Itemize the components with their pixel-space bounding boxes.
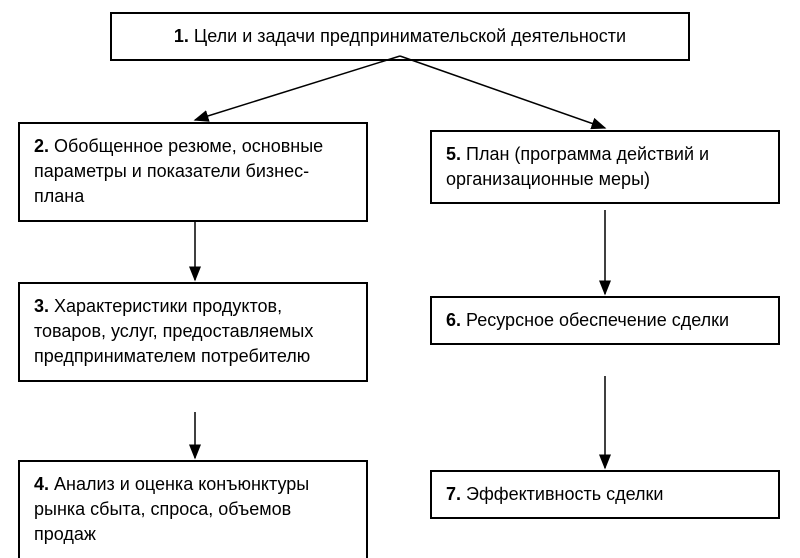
node-2: 2. Обобщенное резюме, основные параметры… [18,122,368,222]
node-1: 1. Цели и задачи предпринимательской дея… [110,12,690,61]
node-6-text: Ресурсное обеспечение сделки [466,310,729,330]
node-7: 7. Эффективность сделки [430,470,780,519]
node-6: 6. Ресурсное обеспечение сделки [430,296,780,345]
node-1-text: Цели и задачи предпринимательской деятел… [194,26,626,46]
node-6-num: 6. [446,310,461,330]
node-7-num: 7. [446,484,461,504]
node-3-num: 3. [34,296,49,316]
node-3-text: Характеристики продуктов, товаров, услуг… [34,296,313,366]
node-5-text: План (программа действий и организационн… [446,144,709,189]
node-2-num: 2. [34,136,49,156]
node-4-num: 4. [34,474,49,494]
node-2-text: Обобщенное резюме, основные параметры и … [34,136,323,206]
node-1-num: 1. [174,26,189,46]
node-4-text: Анализ и оценка конъюнктуры рынка сбыта,… [34,474,309,544]
node-5-num: 5. [446,144,461,164]
node-5: 5. План (программа действий и организаци… [430,130,780,204]
node-3: 3. Характеристики продуктов, товаров, ус… [18,282,368,382]
node-7-text: Эффективность сделки [466,484,663,504]
